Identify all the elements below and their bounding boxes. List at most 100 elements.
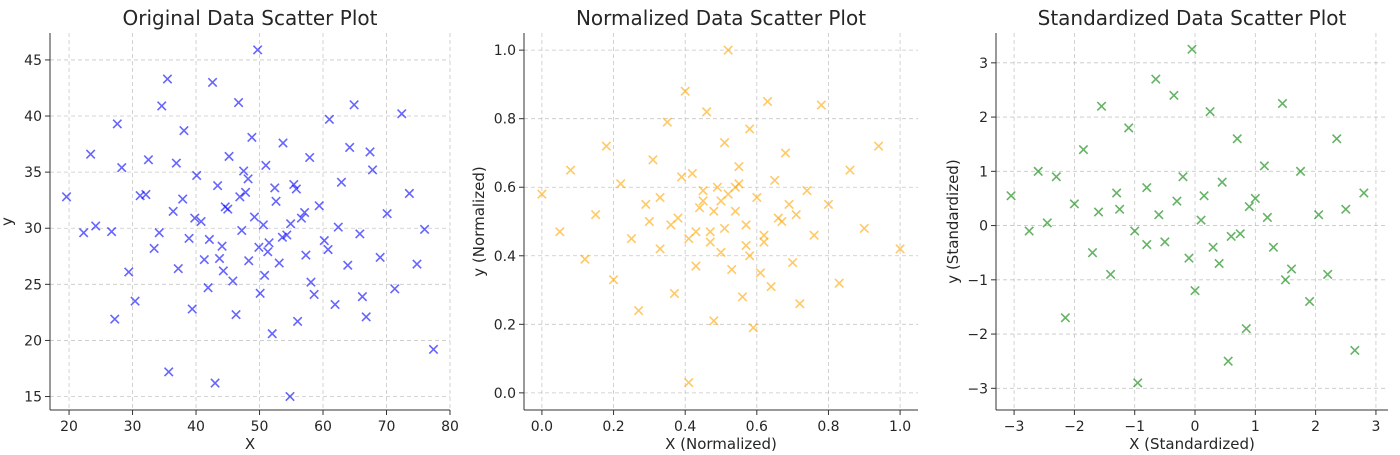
data-point [795, 298, 805, 309]
data-point [1033, 166, 1043, 177]
data-point [719, 223, 730, 234]
data-point [333, 222, 344, 232]
chart-title: Original Data Scatter Plot [123, 6, 378, 30]
data-point [641, 199, 651, 210]
data-point [361, 312, 371, 322]
y-tick-label: 25 [24, 277, 42, 293]
data-point [233, 97, 244, 108]
data-point [404, 188, 415, 199]
chart-panel-2: 0.0 0.2 0.4 0.6 0.8 1.0 0.0 0.2 0.4 0.6 0.8 1.0 Norm… [470, 6, 918, 453]
data-point [1190, 285, 1200, 296]
data-point [1214, 258, 1224, 269]
data-point [252, 45, 263, 55]
data-point [255, 288, 265, 299]
data-point [1151, 74, 1161, 84]
data-point [1244, 201, 1255, 212]
data-point [1024, 226, 1034, 236]
data-point [1313, 209, 1324, 220]
data-point [655, 244, 665, 254]
data-point [680, 86, 690, 97]
y-tick-label: 15 [24, 390, 42, 406]
data-point [263, 247, 273, 257]
data-point [204, 234, 215, 245]
data-point [259, 270, 270, 281]
data-point [716, 247, 726, 258]
y-axis-label: y [0, 217, 16, 226]
y-tick-label: 0.2 [494, 317, 516, 333]
data-point [154, 227, 164, 238]
data-point [296, 213, 307, 223]
data-point [314, 201, 324, 211]
data-point [1226, 231, 1236, 242]
data-point [304, 152, 315, 163]
data-point [419, 224, 430, 235]
data-point [249, 212, 260, 222]
x-tick-label: 50 [251, 419, 269, 435]
y-tick-label: 0.0 [494, 386, 516, 402]
data-point [264, 238, 274, 248]
data-point [90, 221, 101, 231]
data-point [1111, 188, 1122, 198]
data-point [382, 208, 392, 219]
data-point [1304, 296, 1315, 307]
data-point [355, 229, 365, 239]
data-point [1160, 237, 1170, 247]
data-point [149, 243, 159, 254]
data-point [590, 209, 601, 220]
data-point [644, 216, 655, 227]
y-axis-label: y (Normalized) [470, 166, 488, 276]
data-point [744, 124, 755, 134]
data-point [324, 114, 335, 125]
data-points [61, 45, 439, 402]
data-point [694, 203, 705, 213]
chart-panel-1: 20 30 40 50 60 70 80 15 20 25 30 35 40 45 Original Dat… [0, 6, 459, 453]
data-point [555, 227, 565, 237]
data-point [1350, 345, 1360, 356]
y-tick-label: 45 [24, 53, 42, 69]
data-point [1096, 101, 1107, 111]
data-point [698, 185, 708, 196]
data-point [1277, 98, 1288, 109]
data-point [730, 206, 741, 216]
data-point [716, 196, 726, 206]
data-point [1069, 199, 1080, 209]
data-point [196, 216, 206, 227]
data-point [1142, 239, 1152, 250]
data-point [171, 158, 182, 168]
data-point [648, 155, 658, 165]
data-point [323, 244, 333, 255]
data-point [223, 204, 233, 214]
data-point [834, 278, 844, 288]
data-point [784, 199, 794, 210]
data-point [1178, 171, 1188, 182]
x-tick-label: −2 [1064, 419, 1085, 435]
y-tick-label: −3 [967, 381, 988, 397]
data-point [752, 192, 762, 203]
x-tick-label: 0.0 [531, 419, 553, 435]
data-point [199, 254, 210, 265]
data-point [666, 220, 676, 230]
data-point [1217, 177, 1227, 187]
data-point [1235, 228, 1246, 239]
data-point [306, 277, 316, 287]
data-point [816, 100, 827, 110]
data-point [236, 225, 247, 236]
data-point [301, 250, 311, 260]
y-tick-label: 35 [24, 165, 42, 181]
data-point [189, 213, 200, 223]
data-point [106, 226, 117, 237]
data-points [1006, 44, 1369, 388]
y-tick-label: 20 [24, 333, 42, 349]
x-tick-label: 60 [314, 419, 332, 435]
data-point [1295, 166, 1306, 177]
data-point [218, 266, 229, 276]
data-point [1169, 90, 1179, 101]
data-point [601, 141, 612, 151]
data-point [769, 175, 780, 186]
data-point [759, 237, 769, 247]
data-points [537, 45, 905, 388]
data-point [214, 253, 225, 264]
data-point [375, 252, 385, 263]
data-point [1268, 242, 1279, 253]
data-point [389, 284, 400, 294]
